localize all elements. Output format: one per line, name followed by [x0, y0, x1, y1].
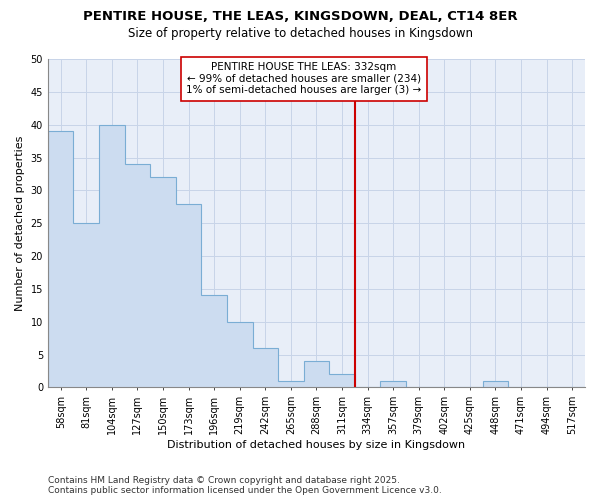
Text: PENTIRE HOUSE THE LEAS: 332sqm
← 99% of detached houses are smaller (234)
1% of : PENTIRE HOUSE THE LEAS: 332sqm ← 99% of … [186, 62, 421, 96]
Text: Size of property relative to detached houses in Kingsdown: Size of property relative to detached ho… [128, 28, 473, 40]
X-axis label: Distribution of detached houses by size in Kingsdown: Distribution of detached houses by size … [167, 440, 466, 450]
Y-axis label: Number of detached properties: Number of detached properties [15, 136, 25, 311]
Text: Contains HM Land Registry data © Crown copyright and database right 2025.
Contai: Contains HM Land Registry data © Crown c… [48, 476, 442, 495]
Text: PENTIRE HOUSE, THE LEAS, KINGSDOWN, DEAL, CT14 8ER: PENTIRE HOUSE, THE LEAS, KINGSDOWN, DEAL… [83, 10, 517, 23]
